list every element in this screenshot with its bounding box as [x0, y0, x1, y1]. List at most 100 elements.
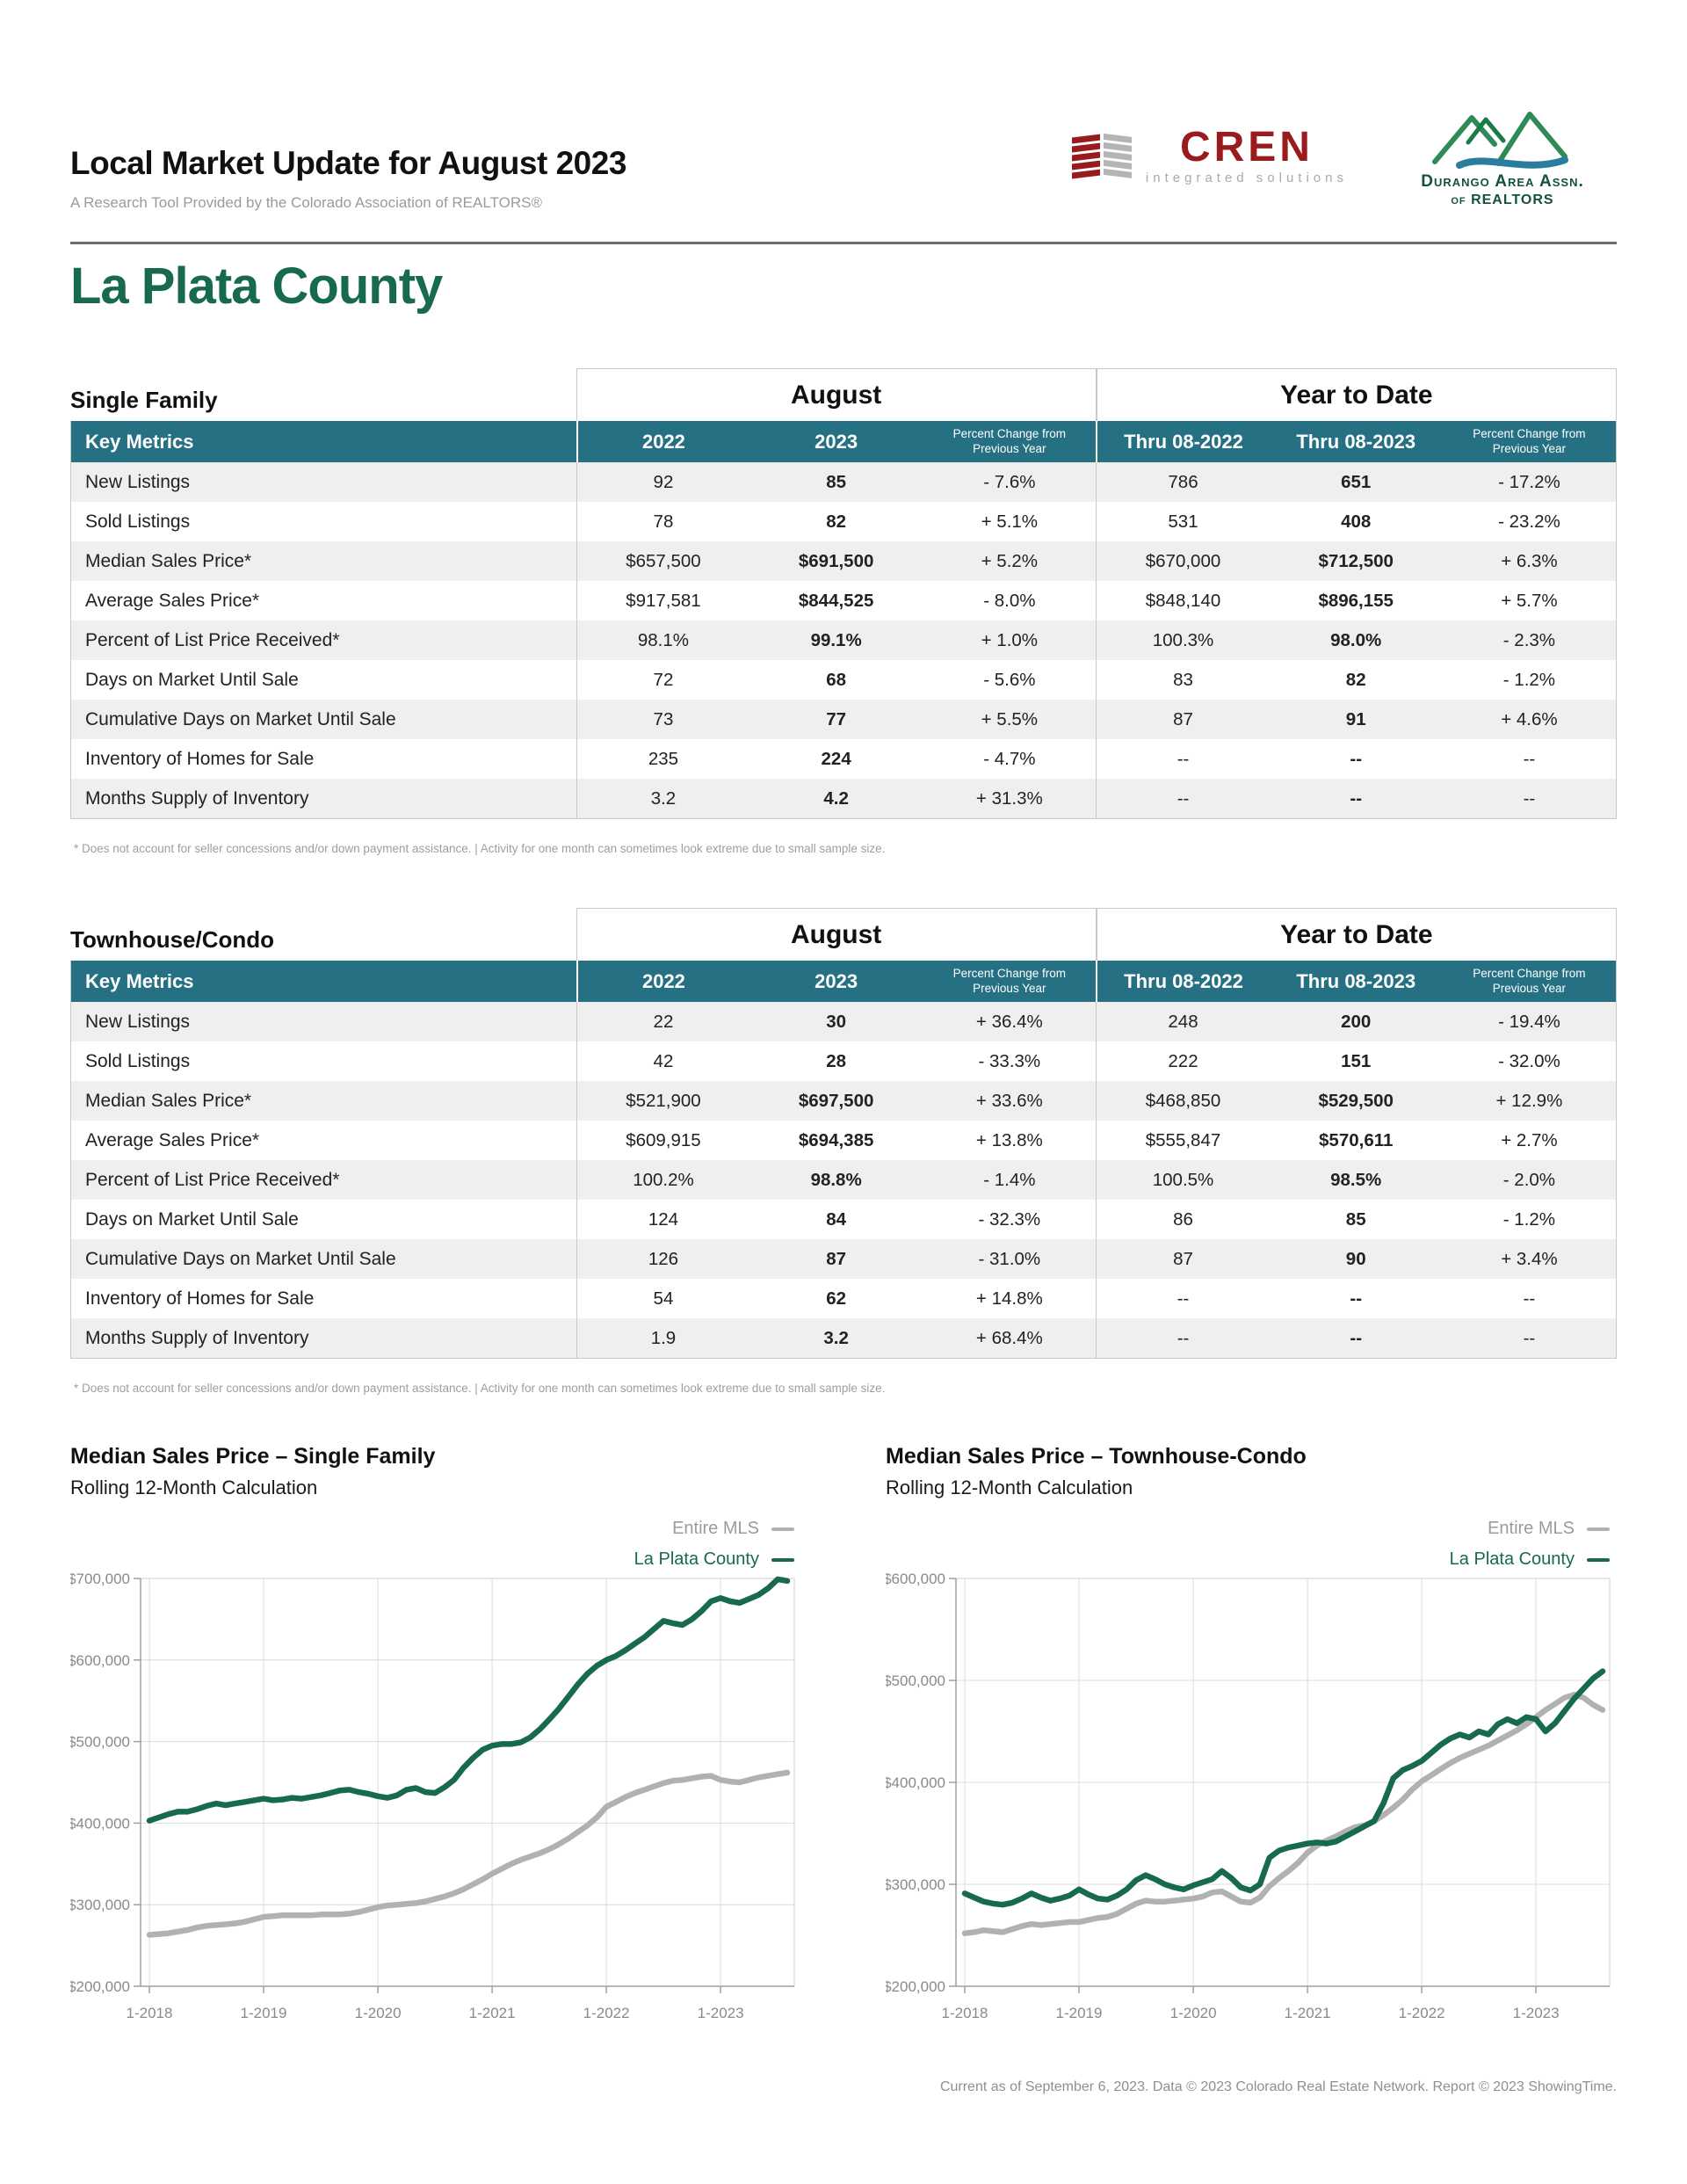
metric-value: 84 [749, 1200, 923, 1239]
metric-value: $609,915 [576, 1121, 750, 1160]
metric-value: $697,500 [749, 1081, 923, 1121]
metric-label: Days on Market Until Sale [71, 660, 576, 700]
metric-value: + 31.3% [923, 779, 1097, 818]
metric-value: - 32.0% [1442, 1041, 1616, 1081]
metric-label: Inventory of Homes for Sale [71, 739, 576, 779]
chart-subtitle: Rolling 12-Month Calculation [70, 1477, 318, 1498]
durango-assn-wordmark: Durango Area Assn. of REALTORS [1421, 172, 1584, 208]
metric-value: $844,525 [749, 581, 923, 620]
x-tick-label: 1-2019 [1056, 2005, 1103, 2021]
metric-value: 82 [749, 502, 923, 541]
metric-value: 90 [1269, 1239, 1443, 1279]
line-chart-townhouse-condo: $200,000 $300,000 $400,000 $500,000 $600,000… [886, 1573, 1611, 2021]
metric-value: $917,581 [576, 581, 750, 620]
metric-value: 4.2 [749, 779, 923, 818]
metric-value: + 5.1% [923, 502, 1097, 541]
metric-value: -- [1096, 1279, 1270, 1318]
table-group-header: Single Family August Year to Date [70, 368, 1617, 421]
metric-value: $691,500 [749, 541, 923, 581]
metric-value: 83 [1096, 660, 1270, 700]
period-header: August [576, 908, 1097, 961]
metric-value: - 4.7% [923, 739, 1097, 779]
chart-legend: Entire MLS La Plata County [70, 1519, 801, 1570]
x-tick-label: 1-2022 [583, 2005, 630, 2021]
metric-value: - 17.2% [1442, 462, 1616, 502]
legend-entry-entire-mls: Entire MLS [1488, 1519, 1610, 1539]
metric-value: -- [1096, 779, 1270, 818]
y-tick-label: $400,000 [886, 1774, 945, 1791]
chart-townhouse-condo: Median Sales Price – Townhouse-Condo Rol… [886, 1444, 1617, 2041]
metric-value: 78 [576, 502, 750, 541]
legend-entry-entire-mls: Entire MLS [672, 1519, 794, 1539]
metric-value: -- [1269, 779, 1443, 818]
x-tick-label: 1-2021 [469, 2005, 516, 2021]
metric-value: + 6.3% [1442, 541, 1616, 581]
y-tick-label: $500,000 [886, 1672, 945, 1689]
x-tick-label: 1-2021 [1285, 2005, 1331, 2021]
metric-value: 82 [1269, 660, 1443, 700]
x-tick-label: 1-2023 [1513, 2005, 1560, 2021]
metric-value: 22 [576, 1002, 750, 1041]
metric-value: 72 [576, 660, 750, 700]
metric-value: 100.5% [1096, 1160, 1270, 1200]
metric-value: + 3.4% [1442, 1239, 1616, 1279]
column-header: Key Metrics [71, 961, 576, 1002]
metric-value: - 1.2% [1442, 660, 1616, 700]
metric-value: 224 [749, 739, 923, 779]
metric-value: 85 [749, 462, 923, 502]
metric-value: -- [1442, 739, 1616, 779]
metric-value: 98.1% [576, 620, 750, 660]
section-title: Townhouse/Condo [70, 926, 275, 953]
metric-label: Average Sales Price* [71, 581, 576, 620]
metric-value: 73 [576, 700, 750, 739]
metric-value: $694,385 [749, 1121, 923, 1160]
x-tick-label: 1-2018 [127, 2005, 173, 2021]
metric-value: 98.0% [1269, 620, 1443, 660]
metric-value: 54 [576, 1279, 750, 1318]
county-title: La Plata County [70, 258, 443, 315]
legend-label: La Plata County [1449, 1549, 1575, 1569]
header-titles: Local Market Update for August 2023 A Re… [70, 145, 626, 212]
metric-value: - 2.3% [1442, 620, 1616, 660]
metric-value: 85 [1269, 1200, 1443, 1239]
line-chart-single-family: $200,000 $300,000 $400,000 $500,000 $600,000… [70, 1573, 795, 2021]
column-header: 2022 [576, 961, 750, 1002]
legend-line-swatch [1587, 1557, 1610, 1562]
logos: CREN integrated solutions Durango Area A… [1068, 104, 1617, 212]
metric-value: - 31.0% [923, 1239, 1097, 1279]
column-header: Percent Change from Previous Year [923, 421, 1097, 462]
legend-entry-la-plata-county: La Plata County [1450, 1549, 1610, 1570]
x-tick-label: 1-2020 [355, 2005, 402, 2021]
metric-label: Percent of List Price Received* [71, 620, 576, 660]
period-header: Year to Date [1096, 368, 1617, 421]
metrics-table: Key Metrics 2022 2023 Percent Change from P… [70, 421, 1617, 819]
column-header: 2022 [576, 421, 750, 462]
metric-value: + 14.8% [923, 1279, 1097, 1318]
metric-value: 86 [1096, 1200, 1270, 1239]
metric-label: Inventory of Homes for Sale [71, 1279, 576, 1318]
metric-value: - 5.6% [923, 660, 1097, 700]
y-tick-label: $600,000 [70, 1652, 130, 1669]
y-tick-label: $500,000 [70, 1734, 130, 1751]
metric-value: + 2.7% [1442, 1121, 1616, 1160]
y-tick-label: $600,000 [886, 1573, 945, 1587]
column-header: Thru 08-2022 [1096, 961, 1270, 1002]
section-title: Single Family [70, 387, 218, 413]
metric-value: 126 [576, 1239, 750, 1279]
metric-value: - 8.0% [923, 581, 1097, 620]
cren-logo: CREN integrated solutions [1068, 127, 1348, 185]
metric-label: Sold Listings [71, 1041, 576, 1081]
metric-value: $670,000 [1096, 541, 1270, 581]
metric-value: 100.2% [576, 1160, 750, 1200]
legend-entry-la-plata-county: La Plata County [634, 1549, 794, 1570]
metric-value: + 5.7% [1442, 581, 1616, 620]
column-header: Percent Change from Previous Year [923, 961, 1097, 1002]
legend-label: Entire MLS [1488, 1519, 1575, 1538]
metric-value: 222 [1096, 1041, 1270, 1081]
cren-building-icon [1071, 133, 1132, 179]
metric-value: $570,611 [1269, 1121, 1443, 1160]
metric-value: -- [1269, 1279, 1443, 1318]
metric-label: Months Supply of Inventory [71, 779, 576, 818]
metric-value: $521,900 [576, 1081, 750, 1121]
x-tick-label: 1-2018 [942, 2005, 988, 2021]
